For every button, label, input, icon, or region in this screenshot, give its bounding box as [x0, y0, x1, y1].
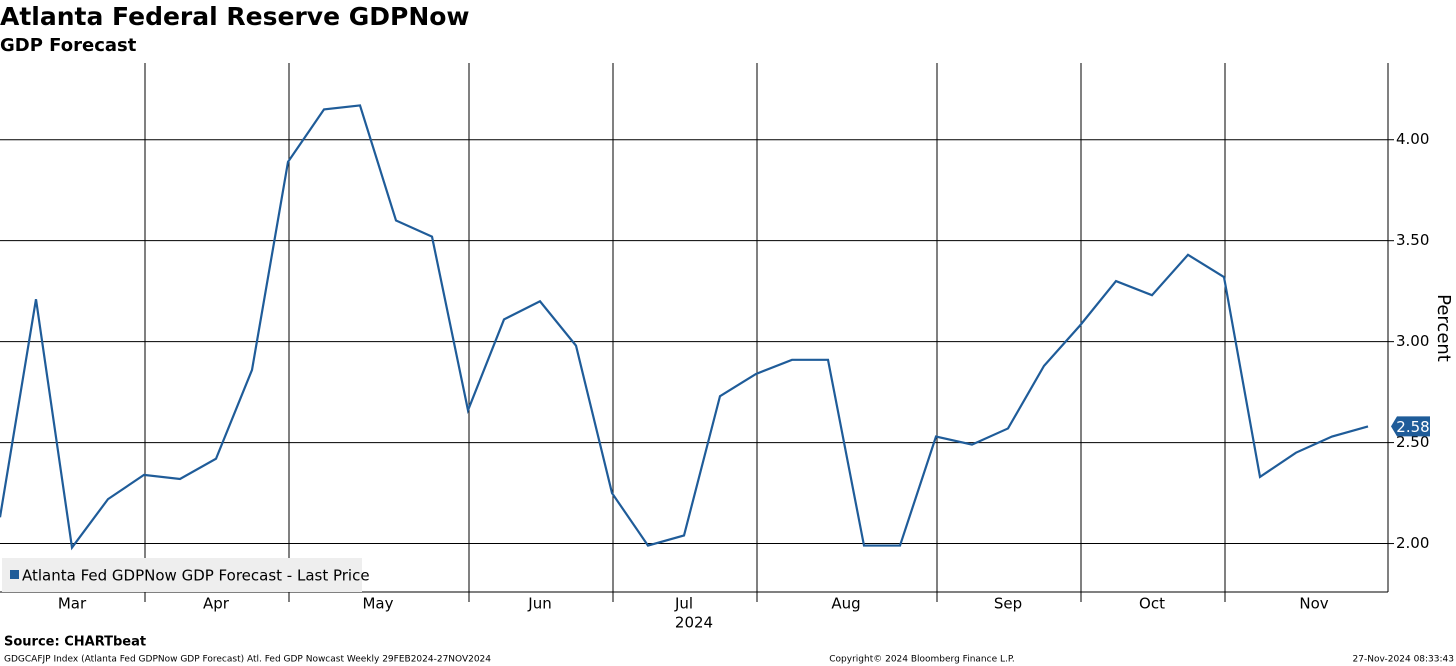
y-tick-label: 3.50: [1396, 231, 1429, 249]
x-tick-label: Mar: [58, 595, 87, 613]
y-tick-label: 3.00: [1396, 332, 1429, 350]
footer-right: 27-Nov-2024 08:33:43: [1353, 655, 1454, 665]
footer-left: GDGCAFJP Index (Atlanta Fed GDPNow GDP F…: [4, 655, 491, 665]
source: Source: CHARTbeat: [4, 635, 146, 650]
y-tick-label: 2.00: [1396, 534, 1429, 552]
x-tick-label: May: [362, 595, 393, 613]
last-value-label: 2.58: [1396, 418, 1429, 436]
y-tick-label: 2.50: [1396, 433, 1429, 451]
x-tick-label: Apr: [203, 595, 230, 613]
year-label: 2024: [675, 614, 713, 632]
chart-title: Atlanta Federal Reserve GDPNow: [0, 2, 470, 31]
y-tick-label: 4.00: [1396, 130, 1429, 148]
x-tick-label: Oct: [1139, 595, 1165, 613]
x-tick-label: Nov: [1299, 595, 1328, 613]
x-tick-label: Sep: [994, 595, 1022, 613]
last-value-box: [1391, 416, 1430, 437]
footer-center: Copyright© 2024 Bloomberg Finance L.P.: [829, 655, 1014, 665]
legend-label: Atlanta Fed GDPNow GDP Forecast - Last P…: [22, 567, 370, 585]
x-tick-label: Jun: [527, 595, 551, 613]
legend-swatch: [10, 570, 19, 579]
legend-box: [2, 558, 362, 592]
x-tick-label: Jul: [674, 595, 693, 613]
x-tick-label: Aug: [831, 595, 860, 613]
y-axis-label: Percent: [1433, 294, 1454, 362]
chart-subtitle: GDP Forecast: [0, 35, 137, 56]
line: [0, 104, 1369, 551]
